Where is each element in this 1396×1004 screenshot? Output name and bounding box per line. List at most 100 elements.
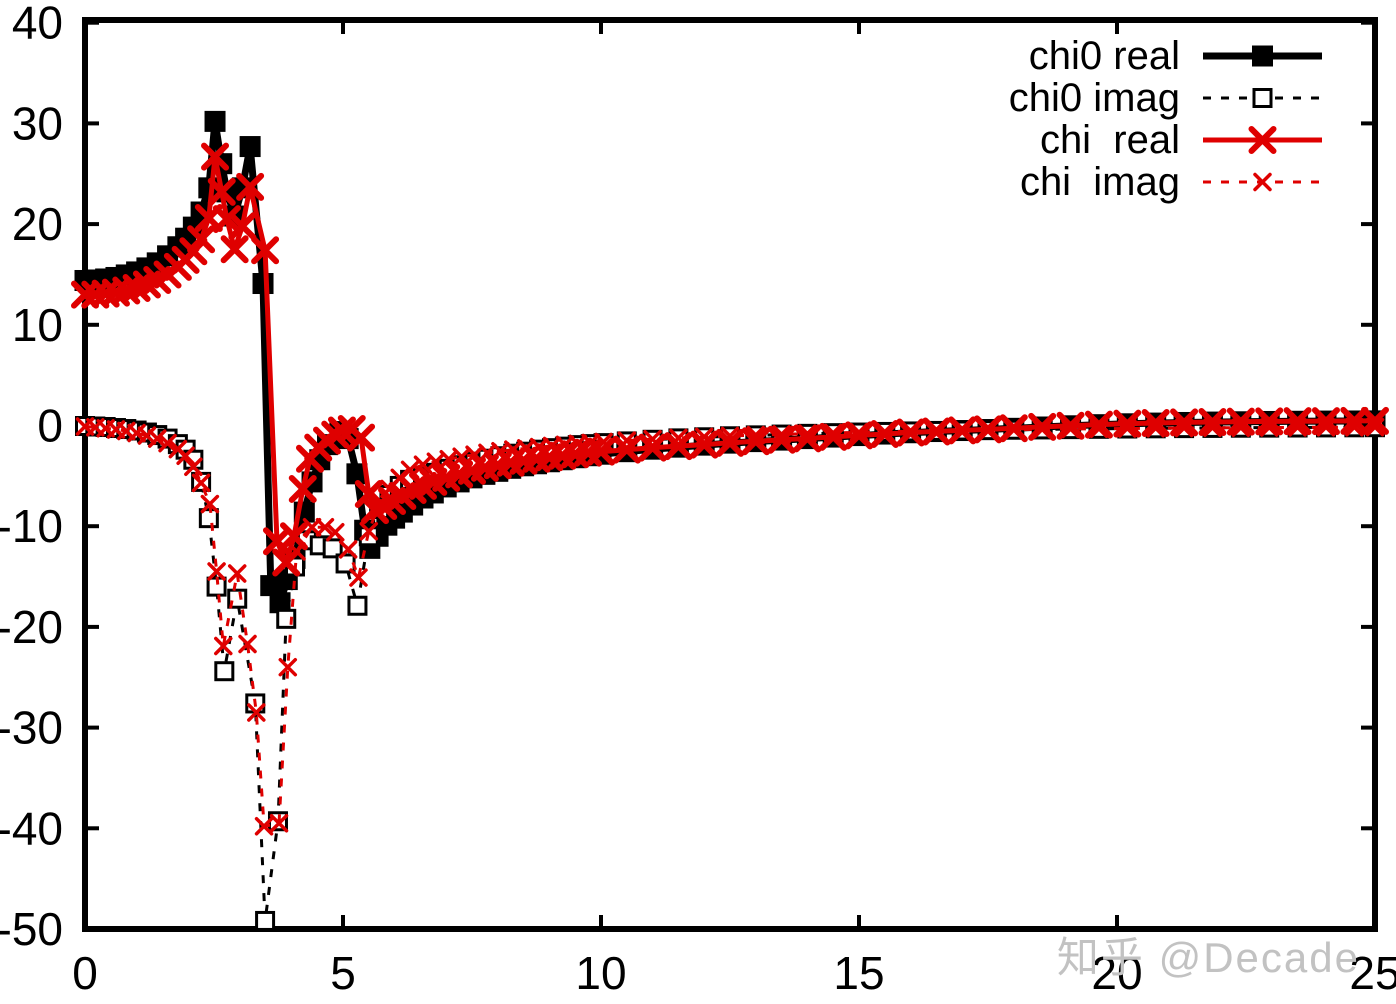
marker-x-icon bbox=[220, 235, 249, 264]
marker-x-icon bbox=[1118, 419, 1137, 438]
marker-x-icon bbox=[594, 432, 613, 452]
marker-x-icon bbox=[137, 426, 157, 445]
marker-x-icon bbox=[302, 517, 322, 537]
marker-x-icon bbox=[214, 636, 233, 656]
marker-x-icon bbox=[1061, 419, 1080, 439]
marker-x-icon bbox=[1340, 406, 1369, 435]
marker-x-icon bbox=[1146, 418, 1165, 438]
marker-x-icon bbox=[278, 657, 298, 677]
marker-x-icon bbox=[288, 474, 317, 503]
marker-x-icon bbox=[176, 446, 195, 465]
x-tick-label-1: 5 bbox=[330, 947, 356, 999]
marker-x-icon bbox=[772, 425, 791, 444]
marker-x-icon bbox=[184, 457, 203, 477]
marker-x-icon bbox=[1345, 417, 1364, 437]
marker-square-filled-icon bbox=[239, 136, 261, 158]
marker-x-icon bbox=[849, 423, 869, 442]
y-tick-label-8: 30 bbox=[12, 97, 63, 149]
marker-x-icon bbox=[901, 421, 920, 441]
marker-x-icon bbox=[227, 564, 247, 583]
x-tick-label-5: 25 bbox=[1349, 947, 1396, 999]
legend-label-chi0-imag: chi0 imag bbox=[1009, 76, 1180, 120]
marker-x-icon bbox=[247, 703, 266, 722]
marker-x-icon bbox=[1259, 418, 1279, 437]
marker-x-icon bbox=[207, 562, 226, 581]
x-tick-label-2: 10 bbox=[575, 947, 626, 999]
x-tick-label-0: 0 bbox=[72, 947, 98, 999]
marker-x-icon bbox=[338, 540, 358, 559]
x-tick-label-3: 15 bbox=[833, 947, 884, 999]
marker-square-open-icon bbox=[198, 508, 219, 529]
marker-x-icon bbox=[845, 421, 873, 450]
marker-x-icon bbox=[369, 494, 389, 514]
legend-row-chi0-imag: chi0 imag bbox=[1009, 76, 1322, 120]
marker-x-icon bbox=[269, 814, 289, 833]
marker-x-icon bbox=[207, 177, 236, 206]
marker-x-icon bbox=[823, 423, 843, 443]
marker-x-icon bbox=[1089, 419, 1109, 438]
marker-square-filled-icon bbox=[204, 110, 226, 132]
marker-x-icon bbox=[1316, 418, 1336, 437]
marker-x-icon bbox=[251, 236, 280, 265]
y-tick-label-7: 20 bbox=[12, 198, 63, 250]
marker-x-icon bbox=[1253, 172, 1272, 192]
marker-square-filled-icon bbox=[260, 575, 282, 597]
marker-x-icon bbox=[1231, 418, 1251, 437]
marker-x-icon bbox=[927, 421, 946, 441]
marker-x-icon bbox=[287, 542, 306, 561]
marker-x-icon bbox=[147, 429, 167, 448]
marker-x-icon bbox=[798, 424, 817, 443]
marker-square-open-icon bbox=[255, 910, 276, 931]
marker-x-icon bbox=[978, 420, 998, 440]
marker-x-icon bbox=[617, 431, 637, 450]
y-tick-label-0: -50 bbox=[0, 903, 63, 955]
marker-x-icon bbox=[400, 460, 420, 480]
marker-x-icon bbox=[279, 522, 308, 551]
marker-x-icon bbox=[238, 634, 257, 654]
marker-x-icon bbox=[212, 205, 241, 234]
marker-x-icon bbox=[254, 817, 274, 836]
marker-square-filled-icon bbox=[252, 273, 274, 295]
marker-x-icon bbox=[228, 212, 257, 241]
marker-x-icon bbox=[694, 427, 714, 447]
marker-x-icon bbox=[669, 428, 688, 448]
legend-label-chi-real: chi real bbox=[1040, 118, 1180, 162]
marker-square-filled-icon bbox=[269, 592, 291, 614]
marker-square-open-icon bbox=[214, 661, 235, 682]
marker-x-icon bbox=[236, 172, 265, 201]
marker-square-filled-icon bbox=[346, 463, 368, 485]
marker-square-open-icon bbox=[322, 538, 343, 559]
legend-label-chi-imag: chi imag bbox=[1020, 160, 1180, 204]
marker-x-icon bbox=[746, 425, 766, 445]
marker-x-icon bbox=[1248, 126, 1277, 154]
marker-square-filled-icon bbox=[1252, 45, 1273, 67]
marker-x-icon bbox=[1113, 409, 1142, 438]
marker-x-icon bbox=[1226, 407, 1255, 436]
marker-x-icon bbox=[1141, 408, 1170, 437]
legend-row-chi-real: chi real bbox=[1040, 118, 1322, 162]
marker-x-icon bbox=[201, 142, 230, 171]
y-tick-label-4: -10 bbox=[0, 500, 63, 552]
marker-x-icon bbox=[187, 225, 216, 254]
marker-x-icon bbox=[1084, 410, 1113, 439]
marker-x-icon bbox=[1365, 417, 1385, 437]
marker-x-icon bbox=[720, 426, 740, 446]
marker-x-icon bbox=[71, 280, 99, 309]
marker-x-icon bbox=[347, 423, 376, 452]
marker-x-icon bbox=[952, 421, 972, 440]
marker-x-icon bbox=[690, 430, 719, 459]
marker-square-open-icon bbox=[1252, 88, 1273, 108]
series-line bbox=[84, 424, 1376, 923]
marker-x-icon bbox=[819, 422, 848, 451]
marker-x-icon bbox=[1288, 418, 1307, 437]
axis-frame bbox=[82, 17, 1378, 932]
marker-x-icon bbox=[1283, 407, 1312, 436]
marker-x-icon bbox=[349, 568, 368, 587]
y-tick-label-5: 0 bbox=[37, 400, 63, 452]
marker-x-icon bbox=[793, 424, 822, 453]
marker-x-icon bbox=[315, 517, 335, 537]
marker-x-icon bbox=[158, 433, 177, 453]
